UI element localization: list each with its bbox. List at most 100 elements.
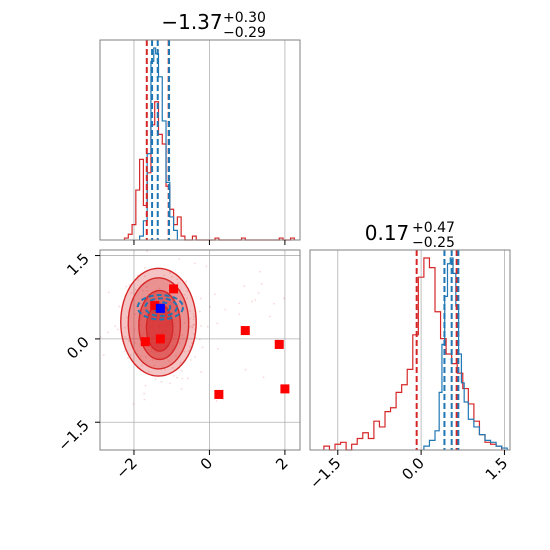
scatter-point	[178, 341, 181, 344]
scatter-point	[194, 355, 197, 358]
scatter-point	[186, 377, 189, 380]
scatter-point	[153, 364, 155, 367]
scatter-point	[136, 312, 139, 315]
scatter-point	[171, 367, 174, 369]
scatter-point	[182, 301, 185, 303]
scatter-point	[258, 270, 261, 273]
scatter-point	[128, 284, 131, 286]
scatter-point	[167, 305, 169, 308]
scatter-point	[193, 315, 195, 318]
panel2d-ytick-label: 0.0	[63, 333, 93, 363]
scatter-point	[180, 369, 183, 372]
hist2-title-lower: −0.25	[412, 235, 455, 251]
scatter-point	[130, 292, 133, 294]
scatter-point	[213, 293, 216, 296]
scatter-point	[193, 262, 196, 265]
scatter-point	[137, 279, 140, 281]
scatter-point	[148, 370, 150, 373]
hist2-xtick-label: 0.0	[398, 454, 428, 484]
scatter-point	[150, 347, 153, 350]
hist2-xtick-label: 1.5	[482, 454, 512, 484]
scatter-point	[199, 310, 201, 313]
scatter-point	[169, 271, 171, 274]
hist2-red-series	[323, 257, 503, 451]
scatter-point	[189, 358, 192, 361]
scatter-point	[165, 352, 168, 355]
red-square-marker	[274, 339, 284, 349]
hist2-frame	[309, 249, 511, 451]
scatter-point	[257, 291, 260, 294]
hist2-xtick-label: −1.5	[306, 454, 344, 492]
scatter-point	[118, 305, 121, 308]
scatter-point	[174, 325, 177, 328]
scatter-point	[146, 299, 149, 302]
scatter-point	[126, 316, 129, 319]
scatter-point	[153, 292, 156, 294]
scatter-point	[186, 290, 189, 293]
scatter-point	[143, 398, 146, 401]
scatter-point	[158, 287, 161, 290]
scatter-point	[125, 285, 128, 288]
scatter-point	[181, 334, 184, 337]
blue-contour	[136, 294, 185, 321]
scatter-point	[206, 325, 209, 328]
scatter-point	[170, 276, 173, 278]
scatter-point	[174, 333, 177, 336]
scatter-point	[173, 333, 176, 335]
red-square-marker	[155, 334, 165, 344]
scatter-point	[189, 309, 192, 312]
scatter-point	[254, 298, 257, 301]
scatter-point	[140, 315, 143, 317]
scatter-point	[188, 317, 191, 320]
scatter-point	[189, 326, 191, 328]
scatter-point	[209, 305, 212, 308]
scatter-point	[181, 305, 184, 307]
scatter-point	[192, 323, 195, 326]
scatter-point	[243, 285, 246, 287]
scatter-point	[141, 311, 144, 314]
scatter-point	[107, 291, 110, 294]
scatter-point	[172, 374, 175, 377]
scatter-point	[129, 354, 132, 356]
scatter-point	[262, 376, 265, 379]
scatter-point	[140, 317, 143, 320]
scatter-point	[127, 356, 130, 359]
scatter-point	[141, 364, 143, 367]
scatter-point	[168, 360, 171, 363]
scatter-point	[128, 340, 130, 343]
scatter-point	[177, 321, 180, 324]
scatter-point	[146, 250, 149, 253]
scatter-point	[144, 384, 147, 387]
red-square-marker	[169, 284, 179, 294]
scatter-point	[145, 286, 148, 288]
scatter-point	[192, 318, 195, 321]
scatter-point	[154, 291, 157, 294]
scatter-point	[123, 326, 126, 329]
scatter-point	[169, 382, 171, 385]
scatter-point	[172, 311, 175, 314]
scatter-point	[193, 323, 195, 326]
scatter-point	[201, 346, 204, 349]
scatter-point	[205, 265, 208, 268]
scatter-point	[183, 294, 186, 296]
scatter-point	[140, 334, 143, 337]
panel2d-ytick-label: 1.5	[63, 250, 93, 280]
blue-contour	[144, 297, 178, 318]
hist2-title-upper: +0.47	[412, 220, 455, 236]
hist1-title-lower: −0.29	[223, 25, 266, 41]
scatter-point	[102, 354, 105, 356]
hist1-title: −1.37	[161, 10, 222, 34]
scatter-point	[183, 322, 186, 324]
scatter-point	[191, 325, 193, 328]
scatter-point	[176, 376, 178, 379]
red-square-marker	[150, 301, 160, 311]
panel2d-ytick-label: −1.5	[54, 416, 92, 454]
scatter-point	[185, 280, 187, 283]
red-square-marker	[140, 337, 150, 347]
scatter-point	[163, 274, 166, 277]
scatter-point	[142, 335, 144, 337]
scatter-point	[172, 345, 174, 348]
scatter-point	[134, 341, 136, 344]
scatter-point	[145, 313, 147, 316]
